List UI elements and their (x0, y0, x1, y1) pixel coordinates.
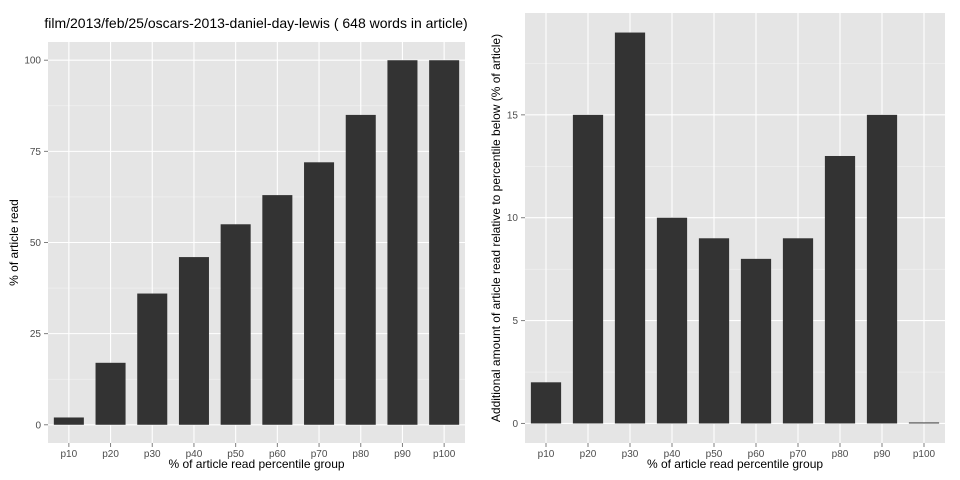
x-tick-label: p60 (269, 449, 286, 460)
x-tick-label: p30 (622, 449, 639, 460)
bar-p40 (178, 257, 209, 425)
y-tick-label: 10 (507, 213, 519, 224)
bar-p90 (866, 114, 898, 424)
x-tick-label: p70 (311, 449, 328, 460)
y-tick-label: 25 (30, 329, 42, 340)
bar-p20 (572, 114, 604, 424)
x-tick-label: p40 (186, 449, 203, 460)
x-tick-label: p40 (664, 449, 681, 460)
x-tick-label: p90 (394, 449, 411, 460)
y-tick-label: 100 (24, 56, 41, 67)
bar-p80 (824, 155, 856, 424)
bar-p30 (137, 293, 168, 425)
bar-p70 (782, 238, 814, 424)
x-tick-label: p10 (61, 449, 78, 460)
x-axis-title: % of article read percentile group (647, 457, 823, 471)
bar-p10 (53, 417, 84, 425)
x-tick-label: p90 (874, 449, 891, 460)
y-axis-title: Additional amount of article read relati… (489, 34, 503, 422)
y-tick-label: 0 (512, 419, 518, 430)
bar-p60 (740, 258, 772, 424)
bar-p90 (387, 60, 418, 425)
bar-p10 (530, 382, 562, 424)
bar-p60 (262, 195, 293, 425)
bar-p70 (304, 162, 335, 425)
y-tick-label: 50 (30, 238, 42, 249)
chart-title: film/2013/feb/25/oscars-2013-daniel-day-… (44, 15, 467, 31)
bar-p100 (429, 60, 460, 425)
y-tick-label: 0 (35, 420, 41, 431)
x-tick-label: p100 (433, 449, 456, 460)
x-tick-label: p70 (790, 449, 807, 460)
bar-p50 (220, 224, 251, 425)
x-tick-label: p20 (580, 449, 597, 460)
bar-p40 (656, 217, 688, 424)
left-chart: 0 25 50 75 100 p10 p20 p30 p40 p50 p60 p70 p80 p90 p10… (7, 15, 468, 471)
y-tick-label: 15 (507, 110, 519, 121)
x-tick-label: p80 (832, 449, 849, 460)
x-tick-label: p50 (227, 449, 244, 460)
x-tick-label: p80 (352, 449, 369, 460)
y-axis-title: % of article read (7, 199, 21, 286)
bar-p20 (95, 362, 126, 425)
bar-p100 (908, 422, 940, 424)
right-chart: 0 5 10 15 p10 p20 p30 p40 p50 p60 p70 p80 p90 p100 % o… (489, 13, 945, 471)
bar-p80 (345, 114, 376, 425)
x-tick-label: p60 (748, 449, 765, 460)
x-tick-label: p30 (144, 449, 161, 460)
y-tick-label: 5 (512, 316, 518, 327)
y-tick-label: 75 (30, 147, 42, 158)
x-tick-label: p50 (706, 449, 723, 460)
x-tick-label: p100 (913, 449, 936, 460)
x-tick-label: p20 (102, 449, 119, 460)
x-tick-label: p10 (538, 449, 555, 460)
bar-p30 (614, 32, 646, 424)
bar-p50 (698, 238, 730, 424)
x-axis-title: % of article read percentile group (168, 457, 344, 471)
